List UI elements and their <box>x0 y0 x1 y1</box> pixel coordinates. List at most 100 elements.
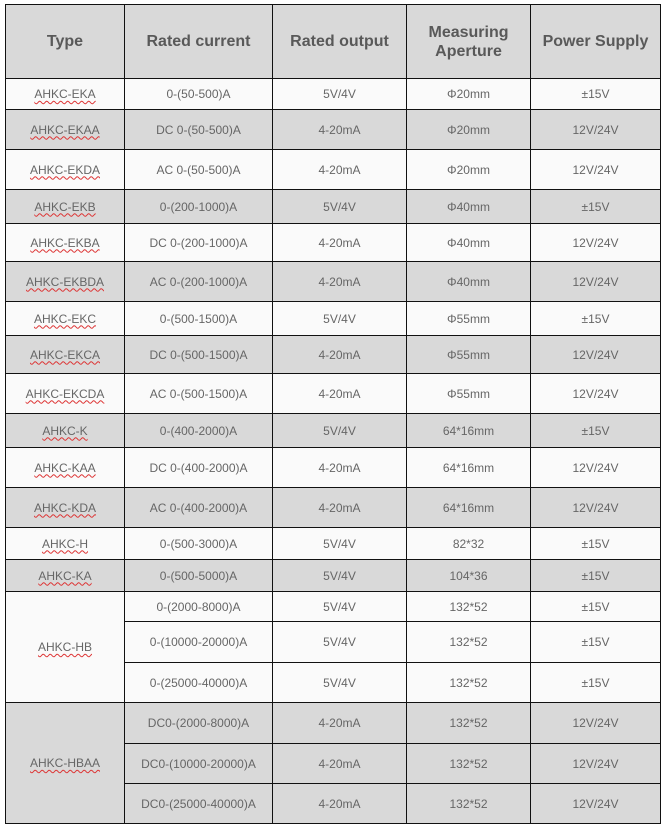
output-cell: 4-20mA <box>272 373 407 414</box>
table-row: DC0-(10000-20000)A 4-20mA 132*52 12V/24V <box>6 743 661 784</box>
supply-cell: ±15V <box>530 78 661 110</box>
table-row: AHKC-KA 0-(500-5000)A 5V/4V 104*36 ±15V <box>5 559 661 592</box>
aperture-cell-text: Φ55mm <box>447 386 490 401</box>
type-cell-text: AHKC-EKA <box>34 87 96 101</box>
current-cell: AC 0-(400-2000)A <box>124 487 273 528</box>
type-cell-text: AHKC-EKAA <box>30 122 100 137</box>
supply-cell: ±15V <box>530 301 661 336</box>
header-measuring-aperture: Measuring Aperture <box>406 4 531 79</box>
type-cell: AHKC-HB <box>5 591 125 703</box>
aperture-cell-text: 132*52 <box>449 796 488 811</box>
aperture-cell: 64*16mm <box>406 447 531 488</box>
supply-cell-text: 12V/24V <box>572 235 619 250</box>
output-cell: 5V/4V <box>272 559 407 592</box>
table-row: AHKC-EKC 0-(500-1500)A 5V/4V Φ55mm ±15V <box>5 301 661 336</box>
supply-cell-text: ±15V <box>581 568 610 583</box>
current-cell-text: DC0-(10000-20000)A <box>141 756 256 771</box>
header-row: Type Rated current Rated output Measurin… <box>5 4 661 79</box>
output-cell-text: 4-20mA <box>318 122 361 137</box>
product-spec-table: Type Rated current Rated output Measurin… <box>5 4 661 824</box>
aperture-cell: 132*52 <box>406 702 531 744</box>
supply-cell: 12V/24V <box>530 487 661 528</box>
type-cell-text: AHKC-KAA <box>34 460 96 475</box>
supply-cell-text: ±15V <box>581 675 610 690</box>
table-row: AHKC-HB 0-(2000-8000)A 5V/4V 132*52 ±15V <box>5 591 661 703</box>
aperture-cell: 64*16mm <box>406 413 531 448</box>
current-cell-text: 0-(500-5000)A <box>159 568 238 583</box>
aperture-cell-text: 132*52 <box>449 635 488 649</box>
aperture-cell-text: 132*52 <box>449 716 488 730</box>
aperture-cell: Φ40mm <box>406 189 531 224</box>
current-cell: 0-(400-2000)A <box>124 413 273 448</box>
type-cell-text: AHKC-KA <box>38 568 92 583</box>
table-row: AHKC-EKBA DC 0-(200-1000)A 4-20mA Φ40mm 12V/… <box>5 223 661 262</box>
output-cell: 5V/4V <box>272 78 407 110</box>
type-cell-text: AHKC-EKBA <box>30 235 100 250</box>
current-cell-text: 0-(500-3000)A <box>159 536 238 551</box>
table-row: AHKC-H 0-(500-3000)A 5V/4V 82*32 ±15V <box>5 527 661 560</box>
supply-cell: 12V/24V <box>530 335 661 374</box>
supply-cell-text: 12V/24V <box>572 274 619 289</box>
supply-cell: 12V/24V <box>530 373 661 414</box>
aperture-cell: Φ20mm <box>406 149 531 190</box>
table-row: AHKC-EKA 0-(50-500)A 5V/4V Φ20mm ±15V <box>5 78 661 110</box>
supply-cell-text: 12V/24V <box>572 796 619 811</box>
supply-cell-text: ±15V <box>581 423 610 438</box>
type-cell-text: AHKC-EKDA <box>29 162 100 177</box>
supply-cell: ±15V <box>530 189 661 224</box>
output-cell: 4-20mA <box>272 783 407 824</box>
current-cell: DC0-(10000-20000)A <box>124 743 273 784</box>
aperture-cell: Φ55mm <box>406 335 531 374</box>
current-cell: DC 0-(50-500)A <box>124 109 273 150</box>
aperture-cell: 132*52 <box>406 662 531 703</box>
aperture-cell: 132*52 <box>406 591 531 622</box>
output-cell-text: 4-20mA <box>318 716 361 730</box>
output-cell-text: 5V/4V <box>323 568 356 583</box>
aperture-cell: Φ55mm <box>406 301 531 336</box>
supply-cell-text: 12V/24V <box>572 386 619 401</box>
supply-cell-text: 12V/24V <box>572 716 619 730</box>
output-cell-text: 5V/4V <box>323 536 356 551</box>
current-cell-text: AC 0-(500-1500)A <box>149 386 248 401</box>
aperture-cell-text: Φ55mm <box>447 347 490 362</box>
current-cell-text: DC 0-(200-1000)A <box>149 235 248 250</box>
current-cell: 0-(500-1500)A <box>124 301 273 336</box>
aperture-cell-text: Φ55mm <box>447 311 490 326</box>
supply-cell: 12V/24V <box>530 261 661 302</box>
type-cell: AHKC-EKBA <box>5 223 125 262</box>
current-cell: AC 0-(500-1500)A <box>124 373 273 414</box>
header-rated-output: Rated output <box>272 4 407 79</box>
type-cell-text: AHKC-K <box>42 423 88 438</box>
output-cell-text: 4-20mA <box>318 460 361 475</box>
aperture-cell-text: 132*52 <box>449 756 488 771</box>
supply-cell: 12V/24V <box>530 783 661 824</box>
output-cell-text: 4-20mA <box>318 756 361 771</box>
current-cell-text: AC 0-(50-500)A <box>156 162 241 177</box>
aperture-cell-text: Φ40mm <box>447 274 490 289</box>
type-cell: AHKC-EKCDA <box>5 373 125 414</box>
supply-cell: ±15V <box>530 527 661 560</box>
table-row: AHKC-EKCDA AC 0-(500-1500)A 4-20mA Φ55mm 12V… <box>5 373 661 414</box>
current-cell-text: AC 0-(200-1000)A <box>149 274 248 289</box>
current-cell-text: DC 0-(400-2000)A <box>149 460 248 475</box>
type-cell-text: AHKC-EKB <box>34 199 96 214</box>
current-cell: DC 0-(400-2000)A <box>124 447 273 488</box>
output-cell-text: 4-20mA <box>318 274 361 289</box>
current-cell-text: AC 0-(400-2000)A <box>149 500 248 515</box>
current-cell-text: DC 0-(500-1500)A <box>149 347 248 362</box>
output-cell: 5V/4V <box>272 621 407 663</box>
current-cell-text: 0-(50-500)A <box>166 87 231 101</box>
current-cell-text: 0-(10000-20000)A <box>149 635 248 649</box>
supply-cell-text: 12V/24V <box>572 756 619 771</box>
output-cell: 4-20mA <box>272 223 407 262</box>
current-cell: 0-(25000-40000)A <box>124 662 273 703</box>
supply-cell-text: ±15V <box>581 536 610 551</box>
aperture-cell: Φ40mm <box>406 261 531 302</box>
output-cell-text: 5V/4V <box>323 599 356 614</box>
aperture-cell-text: Φ20mm <box>447 87 490 101</box>
table-row: AHKC-HBAA DC0-(2000-8000)A 4-20mA 132*52 12V… <box>5 702 661 824</box>
aperture-cell: 64*16mm <box>406 487 531 528</box>
supply-cell-text: ±15V <box>581 599 610 614</box>
type-cell: AHKC-KA <box>5 559 125 592</box>
table-row: 0-(25000-40000)A 5V/4V 132*52 ±15V <box>6 662 661 703</box>
